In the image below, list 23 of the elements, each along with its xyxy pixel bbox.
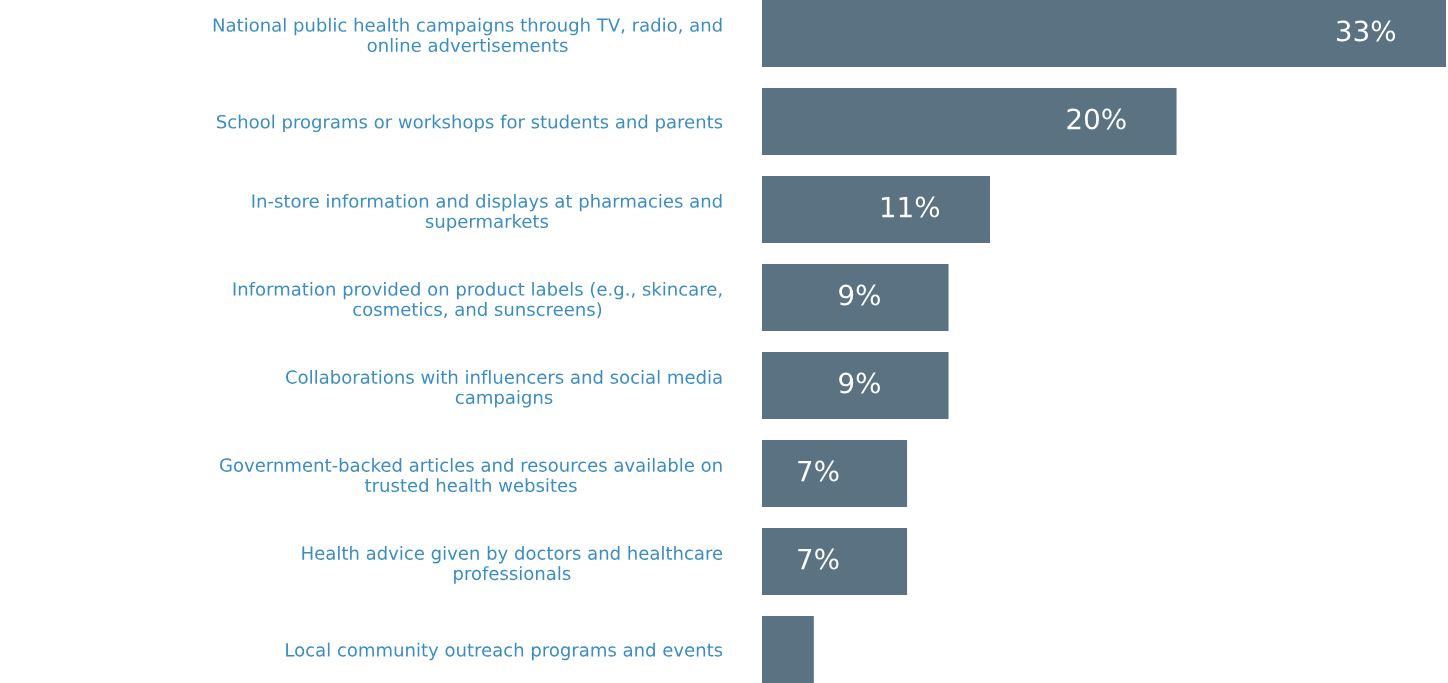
data-label: 33% (1337, 20, 1396, 42)
y-tick-label: Collaborations with influencers and social media campaigns (286, 369, 722, 408)
y-tick-label: School programs or workshops for students and parents (216, 114, 723, 133)
bar (762, 528, 908, 595)
data-label: 9% (839, 372, 880, 394)
bar (762, 264, 949, 331)
data-label: 7% (798, 460, 839, 482)
y-tick-label: Government-backed articles and resources available on trusted health websites (220, 457, 722, 493)
bar (762, 440, 908, 507)
y-tick-label: Information provided on product labels (e.g., skincare, cosmetics, and sunscreens) (233, 281, 722, 319)
data-label: 7% (798, 548, 839, 570)
data-label: 20% (1067, 108, 1126, 130)
bar (762, 352, 949, 419)
y-tick-label: Health advice given by doctors and healthcare professionals (302, 545, 723, 584)
bar (762, 0, 1446, 67)
y-tick-label: In-store information and displays at pharmacies and supermarkets (252, 193, 722, 232)
data-label: 11% (881, 196, 940, 218)
y-tick-label: Local community outreach programs and events (286, 642, 723, 661)
y-tick-label: National public health campaigns through TV, radio, and online advertisements (213, 17, 722, 53)
bar (762, 616, 814, 683)
data-label: 9% (839, 284, 880, 306)
bar (762, 88, 1177, 155)
bar (762, 176, 990, 243)
